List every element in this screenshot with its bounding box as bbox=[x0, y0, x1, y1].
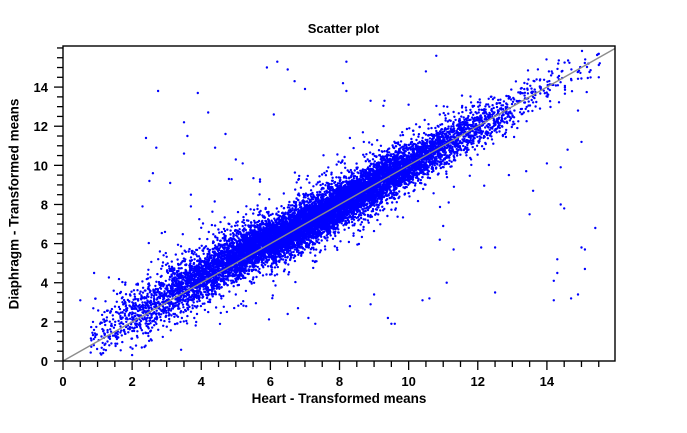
x-tick-label: 14 bbox=[540, 374, 555, 389]
y-tick-label: 12 bbox=[34, 119, 48, 134]
y-tick-label: 6 bbox=[41, 237, 48, 252]
y-tick-label: 2 bbox=[41, 315, 48, 330]
x-tick-label: 0 bbox=[59, 374, 66, 389]
y-axis-label: Diaphragm - Transformed means bbox=[6, 98, 22, 310]
data-points bbox=[79, 49, 601, 357]
x-tick-label: 2 bbox=[129, 374, 136, 389]
y-tick-label: 0 bbox=[41, 354, 48, 369]
x-axis-label: Heart - Transformed means bbox=[251, 391, 427, 406]
x-tick-label: 10 bbox=[401, 374, 415, 389]
chart-title: Scatter plot bbox=[307, 21, 380, 36]
identity-reference-line bbox=[62, 47, 616, 362]
y-tick-label: 10 bbox=[34, 158, 48, 173]
x-axis: 0 2 4 6 8 10 12 14 bbox=[59, 361, 600, 389]
x-tick-label: 12 bbox=[471, 374, 485, 389]
x-tick-label: 8 bbox=[336, 374, 343, 389]
y-tick-label: 4 bbox=[41, 276, 49, 291]
x-tick-label: 4 bbox=[198, 374, 206, 389]
y-tick-label: 8 bbox=[41, 197, 48, 212]
y-axis: 0 2 4 6 8 10 12 14 bbox=[34, 47, 63, 369]
y-tick-label: 14 bbox=[34, 80, 49, 95]
x-tick-label: 6 bbox=[267, 374, 274, 389]
